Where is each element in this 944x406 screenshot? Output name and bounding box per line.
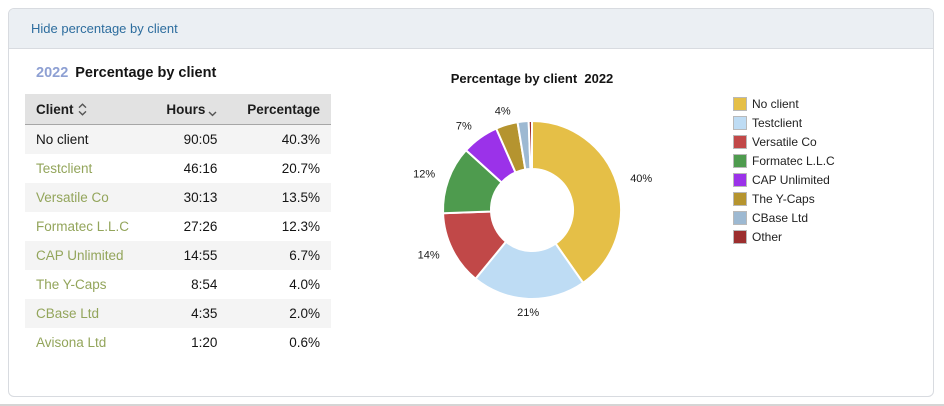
chart-section: Percentage by client 2022 40% 21% 14% 12% 7%…	[331, 49, 733, 396]
client-link[interactable]: CBase Ltd	[36, 306, 100, 321]
percentage-cell: 0.6%	[289, 335, 320, 350]
table-row: No client 90:05 40.3%	[25, 124, 331, 155]
hours-cell: 90:05	[183, 132, 218, 147]
hours-cell: 27:26	[183, 219, 218, 234]
legend-item: CBase Ltd	[733, 211, 933, 225]
column-label-percentage: Percentage	[247, 102, 320, 117]
legend-swatch	[733, 116, 747, 130]
hours-cell: 14:55	[183, 248, 218, 263]
legend-item: The Y-Caps	[733, 192, 933, 206]
client-cell: Versatile Co	[25, 183, 149, 212]
legend-label: Formatec L.L.C	[752, 154, 835, 168]
donut-slice-label: 12%	[413, 169, 435, 181]
legend-swatch	[733, 173, 747, 187]
client-link[interactable]: Formatec L.L.C	[36, 219, 130, 234]
legend-label: CBase Ltd	[752, 211, 809, 225]
percentage-cell: 4.0%	[289, 277, 320, 292]
client-link[interactable]: Avisona Ltd	[36, 335, 107, 350]
legend-swatch	[733, 97, 747, 111]
legend-item: Versatile Co	[733, 135, 933, 149]
table-row: Formatec L.L.C 27:26 12.3%	[25, 212, 331, 241]
legend-label: Versatile Co	[752, 135, 817, 149]
legend-item: Testclient	[733, 116, 933, 130]
legend-label: Testclient	[752, 116, 803, 130]
hours-cell: 46:16	[183, 161, 218, 176]
column-header-client[interactable]: Client	[25, 94, 150, 125]
hours-cell: 1:20	[191, 335, 218, 350]
report-card: Hide percentage by client 2022 Percentage…	[8, 8, 934, 397]
report-title-text: Percentage by client	[75, 65, 217, 81]
table-header-row: Client Hours Percentage	[25, 94, 331, 125]
client-link[interactable]: Versatile Co	[36, 190, 109, 205]
client-table: Client Hours Percentage No client 90:05 40…	[25, 94, 331, 357]
client-text: No client	[36, 132, 89, 147]
client-link[interactable]: Testclient	[36, 161, 93, 176]
donut-slice-label: 7%	[456, 120, 472, 132]
table-row: CAP Unlimited 14:55 6.7%	[25, 241, 331, 270]
hours-cell: 8:54	[191, 277, 218, 292]
table-section: 2022 Percentage by client Client Hours Pe…	[25, 49, 331, 396]
column-header-hours[interactable]: Hours	[149, 94, 229, 125]
percentage-cell: 12.3%	[281, 219, 320, 234]
legend-swatch	[733, 154, 747, 168]
hide-percentage-link[interactable]: Hide percentage by client	[31, 21, 178, 36]
legend-label: The Y-Caps	[752, 192, 815, 206]
report-year: 2022	[36, 65, 69, 81]
percentage-cell: 2.0%	[289, 306, 320, 321]
table-row: Versatile Co 30:13 13.5%	[25, 183, 331, 212]
report-title: 2022 Percentage by client	[25, 65, 331, 81]
donut-slice[interactable]	[531, 119, 623, 285]
chart-legend: No client Testclient Versatile Co Formatec …	[733, 49, 933, 396]
column-label-client: Client	[36, 102, 74, 117]
donut-slice[interactable]	[527, 119, 533, 171]
sort-both-icon	[78, 103, 87, 116]
client-cell: CAP Unlimited	[25, 241, 149, 270]
client-cell: Testclient	[25, 154, 149, 183]
percentage-cell: 40.3%	[281, 132, 320, 147]
column-header-percentage[interactable]: Percentage	[228, 94, 331, 125]
legend-swatch	[733, 192, 747, 206]
table-row: The Y-Caps 8:54 4.0%	[25, 270, 331, 299]
legend-item: CAP Unlimited	[733, 173, 933, 187]
client-link[interactable]: CAP Unlimited	[36, 248, 124, 263]
hours-cell: 4:35	[191, 306, 218, 321]
chart-title: Percentage by client 2022	[450, 71, 614, 86]
card-body: 2022 Percentage by client Client Hours Pe…	[9, 49, 933, 396]
client-cell: Formatec L.L.C	[25, 212, 149, 241]
donut-slice-label: 21%	[517, 307, 539, 319]
legend-label: CAP Unlimited	[752, 173, 830, 187]
bottom-edge-line	[0, 404, 944, 406]
legend-swatch	[733, 230, 747, 244]
client-table-body: No client 90:05 40.3% Testclient 46:16 20.7% V…	[25, 124, 331, 358]
hours-cell: 30:13	[183, 190, 218, 205]
legend-item: No client	[733, 97, 933, 111]
percentage-cell: 13.5%	[281, 190, 320, 205]
percentage-cell: 6.7%	[289, 248, 320, 263]
column-label-hours: Hours	[166, 102, 206, 117]
percentage-cell: 20.7%	[281, 161, 320, 176]
table-row: Testclient 46:16 20.7%	[25, 154, 331, 183]
client-cell: CBase Ltd	[25, 299, 149, 328]
sort-desc-icon	[208, 111, 217, 117]
donut-slice[interactable]	[474, 240, 585, 300]
donut-slice-label: 4%	[495, 105, 511, 117]
client-cell: No client	[25, 125, 149, 155]
legend-label: No client	[752, 97, 799, 111]
donut-slice-label: 40%	[630, 173, 652, 185]
legend-item: Formatec L.L.C	[733, 154, 933, 168]
legend-item: Other	[733, 230, 933, 244]
client-link[interactable]: The Y-Caps	[36, 277, 107, 292]
donut-slice-label: 14%	[418, 250, 440, 262]
legend-swatch	[733, 135, 747, 149]
table-row: Avisona Ltd 1:20 0.6%	[25, 328, 331, 357]
donut-chart: 40% 21% 14% 12% 7% 4%	[413, 105, 652, 319]
table-row: CBase Ltd 4:35 2.0%	[25, 299, 331, 328]
card-header: Hide percentage by client	[9, 9, 933, 49]
client-cell: The Y-Caps	[25, 270, 149, 299]
legend-label: Other	[752, 230, 783, 244]
legend-swatch	[733, 211, 747, 225]
client-cell: Avisona Ltd	[25, 328, 149, 357]
